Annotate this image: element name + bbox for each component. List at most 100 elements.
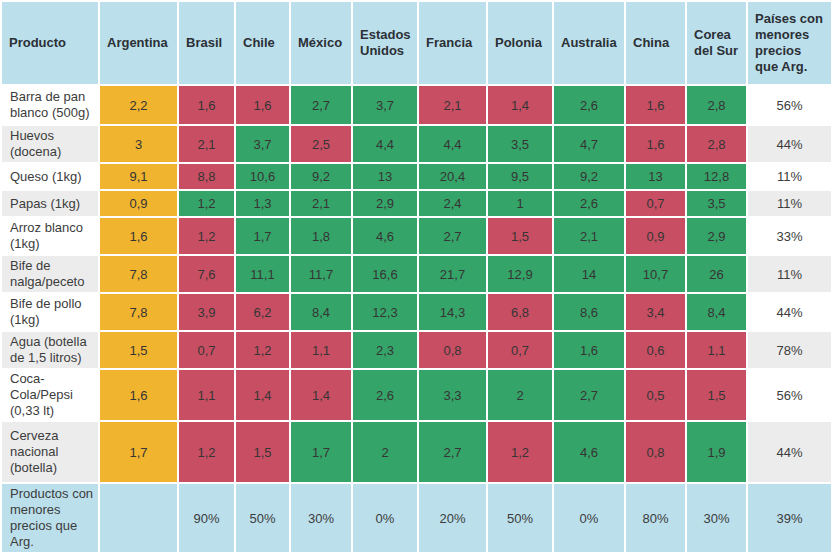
summary-cell-argentina (99, 483, 178, 552)
price-cell-mexico: 2,5 (290, 125, 352, 163)
price-cell-chile: 1,5 (235, 421, 290, 483)
header-row: ProductoArgentinaBrasilChileMéxicoEstado… (1, 1, 831, 85)
price-cell-australia: 4,6 (553, 421, 625, 483)
price-cell-francia: 3,3 (418, 369, 487, 421)
pct-cheaper-cell: 56% (747, 369, 831, 421)
table-row: Cerveza nacional (botella)1,71,21,51,722… (1, 421, 831, 483)
price-cell-estados-unidos: 16,6 (352, 255, 418, 293)
price-cell-argentina: 7,8 (99, 255, 178, 293)
price-cell-australia: 2,6 (553, 190, 625, 217)
price-cell-chile: 1,3 (235, 190, 290, 217)
price-cell-china: 0,6 (625, 331, 686, 369)
row-label: Coca-Cola/Pepsi (0,33 lt) (1, 369, 99, 421)
col-header-brasil: Brasil (178, 1, 235, 85)
price-cell-polonia: 1,5 (487, 217, 553, 255)
summary-cell-polonia: 50% (487, 483, 553, 552)
table-row: Agua (botella de 1,5 litros)1,50,71,21,1… (1, 331, 831, 369)
price-cell-china: 0,9 (625, 217, 686, 255)
price-cell-francia: 14,3 (418, 293, 487, 331)
col-header-argentina: Argentina (99, 1, 178, 85)
price-cell-chile: 1,7 (235, 217, 290, 255)
col-header-producto: Producto (1, 1, 99, 85)
summary-cell-chile: 50% (235, 483, 290, 552)
price-cell-brasil: 1,1 (178, 369, 235, 421)
col-header-mexico: México (290, 1, 352, 85)
price-cell-argentina: 7,8 (99, 293, 178, 331)
table-row: Queso (1kg)9,18,810,69,21320,49,59,21312… (1, 163, 831, 190)
summary-total: 39% (747, 483, 831, 552)
price-cell-polonia: 1,4 (487, 85, 553, 125)
price-cell-corea-del-sur: 2,8 (686, 85, 747, 125)
price-cell-china: 3,4 (625, 293, 686, 331)
price-cell-polonia: 1 (487, 190, 553, 217)
price-cell-francia: 21,7 (418, 255, 487, 293)
price-cell-chile: 11,1 (235, 255, 290, 293)
price-cell-francia: 20,4 (418, 163, 487, 190)
price-cell-corea-del-sur: 1,1 (686, 331, 747, 369)
price-cell-estados-unidos: 13 (352, 163, 418, 190)
price-cell-corea-del-sur: 3,5 (686, 190, 747, 217)
price-cell-brasil: 1,2 (178, 190, 235, 217)
row-label: Barra de pan blanco (500g) (1, 85, 99, 125)
price-cell-australia: 2,1 (553, 217, 625, 255)
row-label: Cerveza nacional (botella) (1, 421, 99, 483)
price-cell-mexico: 2,1 (290, 190, 352, 217)
table-row: Arroz blanco (1kg)1,61,21,71,84,62,71,52… (1, 217, 831, 255)
price-cell-chile: 1,6 (235, 85, 290, 125)
price-cell-estados-unidos: 4,4 (352, 125, 418, 163)
table-row: Bife de nalga/peceto7,87,611,111,716,621… (1, 255, 831, 293)
summary-row: Productos con menores precios que Arg.90… (1, 483, 831, 552)
pct-cheaper-cell: 44% (747, 125, 831, 163)
price-cell-corea-del-sur: 1,9 (686, 421, 747, 483)
price-cell-polonia: 1,2 (487, 421, 553, 483)
pct-cheaper-cell: 11% (747, 255, 831, 293)
row-label: Huevos (docena) (1, 125, 99, 163)
price-cell-polonia: 12,9 (487, 255, 553, 293)
price-cell-argentina: 3 (99, 125, 178, 163)
price-cell-brasil: 7,6 (178, 255, 235, 293)
price-cell-australia: 8,6 (553, 293, 625, 331)
price-cell-brasil: 1,2 (178, 421, 235, 483)
price-cell-chile: 3,7 (235, 125, 290, 163)
price-cell-chile: 1,2 (235, 331, 290, 369)
price-cell-francia: 2,7 (418, 421, 487, 483)
price-cell-francia: 2,1 (418, 85, 487, 125)
price-cell-argentina: 1,6 (99, 369, 178, 421)
price-cell-mexico: 8,4 (290, 293, 352, 331)
price-cell-polonia: 3,5 (487, 125, 553, 163)
price-cell-brasil: 8,8 (178, 163, 235, 190)
pct-cheaper-cell: 11% (747, 190, 831, 217)
price-cell-argentina: 9,1 (99, 163, 178, 190)
col-header-francia: Francia (418, 1, 487, 85)
row-label: Papas (1kg) (1, 190, 99, 217)
price-cell-corea-del-sur: 12,8 (686, 163, 747, 190)
row-label: Arroz blanco (1kg) (1, 217, 99, 255)
price-cell-australia: 14 (553, 255, 625, 293)
price-cell-polonia: 9,5 (487, 163, 553, 190)
col-header-paises-con-menores-precios: Países con menores precios que Arg. (747, 1, 831, 85)
price-cell-estados-unidos: 3,7 (352, 85, 418, 125)
price-cell-estados-unidos: 12,3 (352, 293, 418, 331)
row-label: Bife de pollo (1kg) (1, 293, 99, 331)
price-cell-mexico: 1,4 (290, 369, 352, 421)
price-cell-china: 1,6 (625, 125, 686, 163)
price-cell-estados-unidos: 2,3 (352, 331, 418, 369)
price-cell-argentina: 1,5 (99, 331, 178, 369)
price-cell-mexico: 9,2 (290, 163, 352, 190)
price-cell-estados-unidos: 2,6 (352, 369, 418, 421)
price-cell-estados-unidos: 2 (352, 421, 418, 483)
price-cell-australia: 9,2 (553, 163, 625, 190)
price-table: ProductoArgentinaBrasilChileMéxicoEstado… (0, 0, 831, 552)
price-cell-francia: 0,8 (418, 331, 487, 369)
pct-cheaper-cell: 78% (747, 331, 831, 369)
price-cell-corea-del-sur: 8,4 (686, 293, 747, 331)
price-cell-corea-del-sur: 1,5 (686, 369, 747, 421)
price-cell-argentina: 1,7 (99, 421, 178, 483)
price-cell-brasil: 1,2 (178, 217, 235, 255)
price-cell-brasil: 0,7 (178, 331, 235, 369)
table-row: Papas (1kg)0,91,21,32,12,92,412,60,73,51… (1, 190, 831, 217)
table-row: Barra de pan blanco (500g)2,21,61,62,73,… (1, 85, 831, 125)
price-cell-mexico: 1,8 (290, 217, 352, 255)
row-label: Bife de nalga/peceto (1, 255, 99, 293)
price-cell-polonia: 2 (487, 369, 553, 421)
